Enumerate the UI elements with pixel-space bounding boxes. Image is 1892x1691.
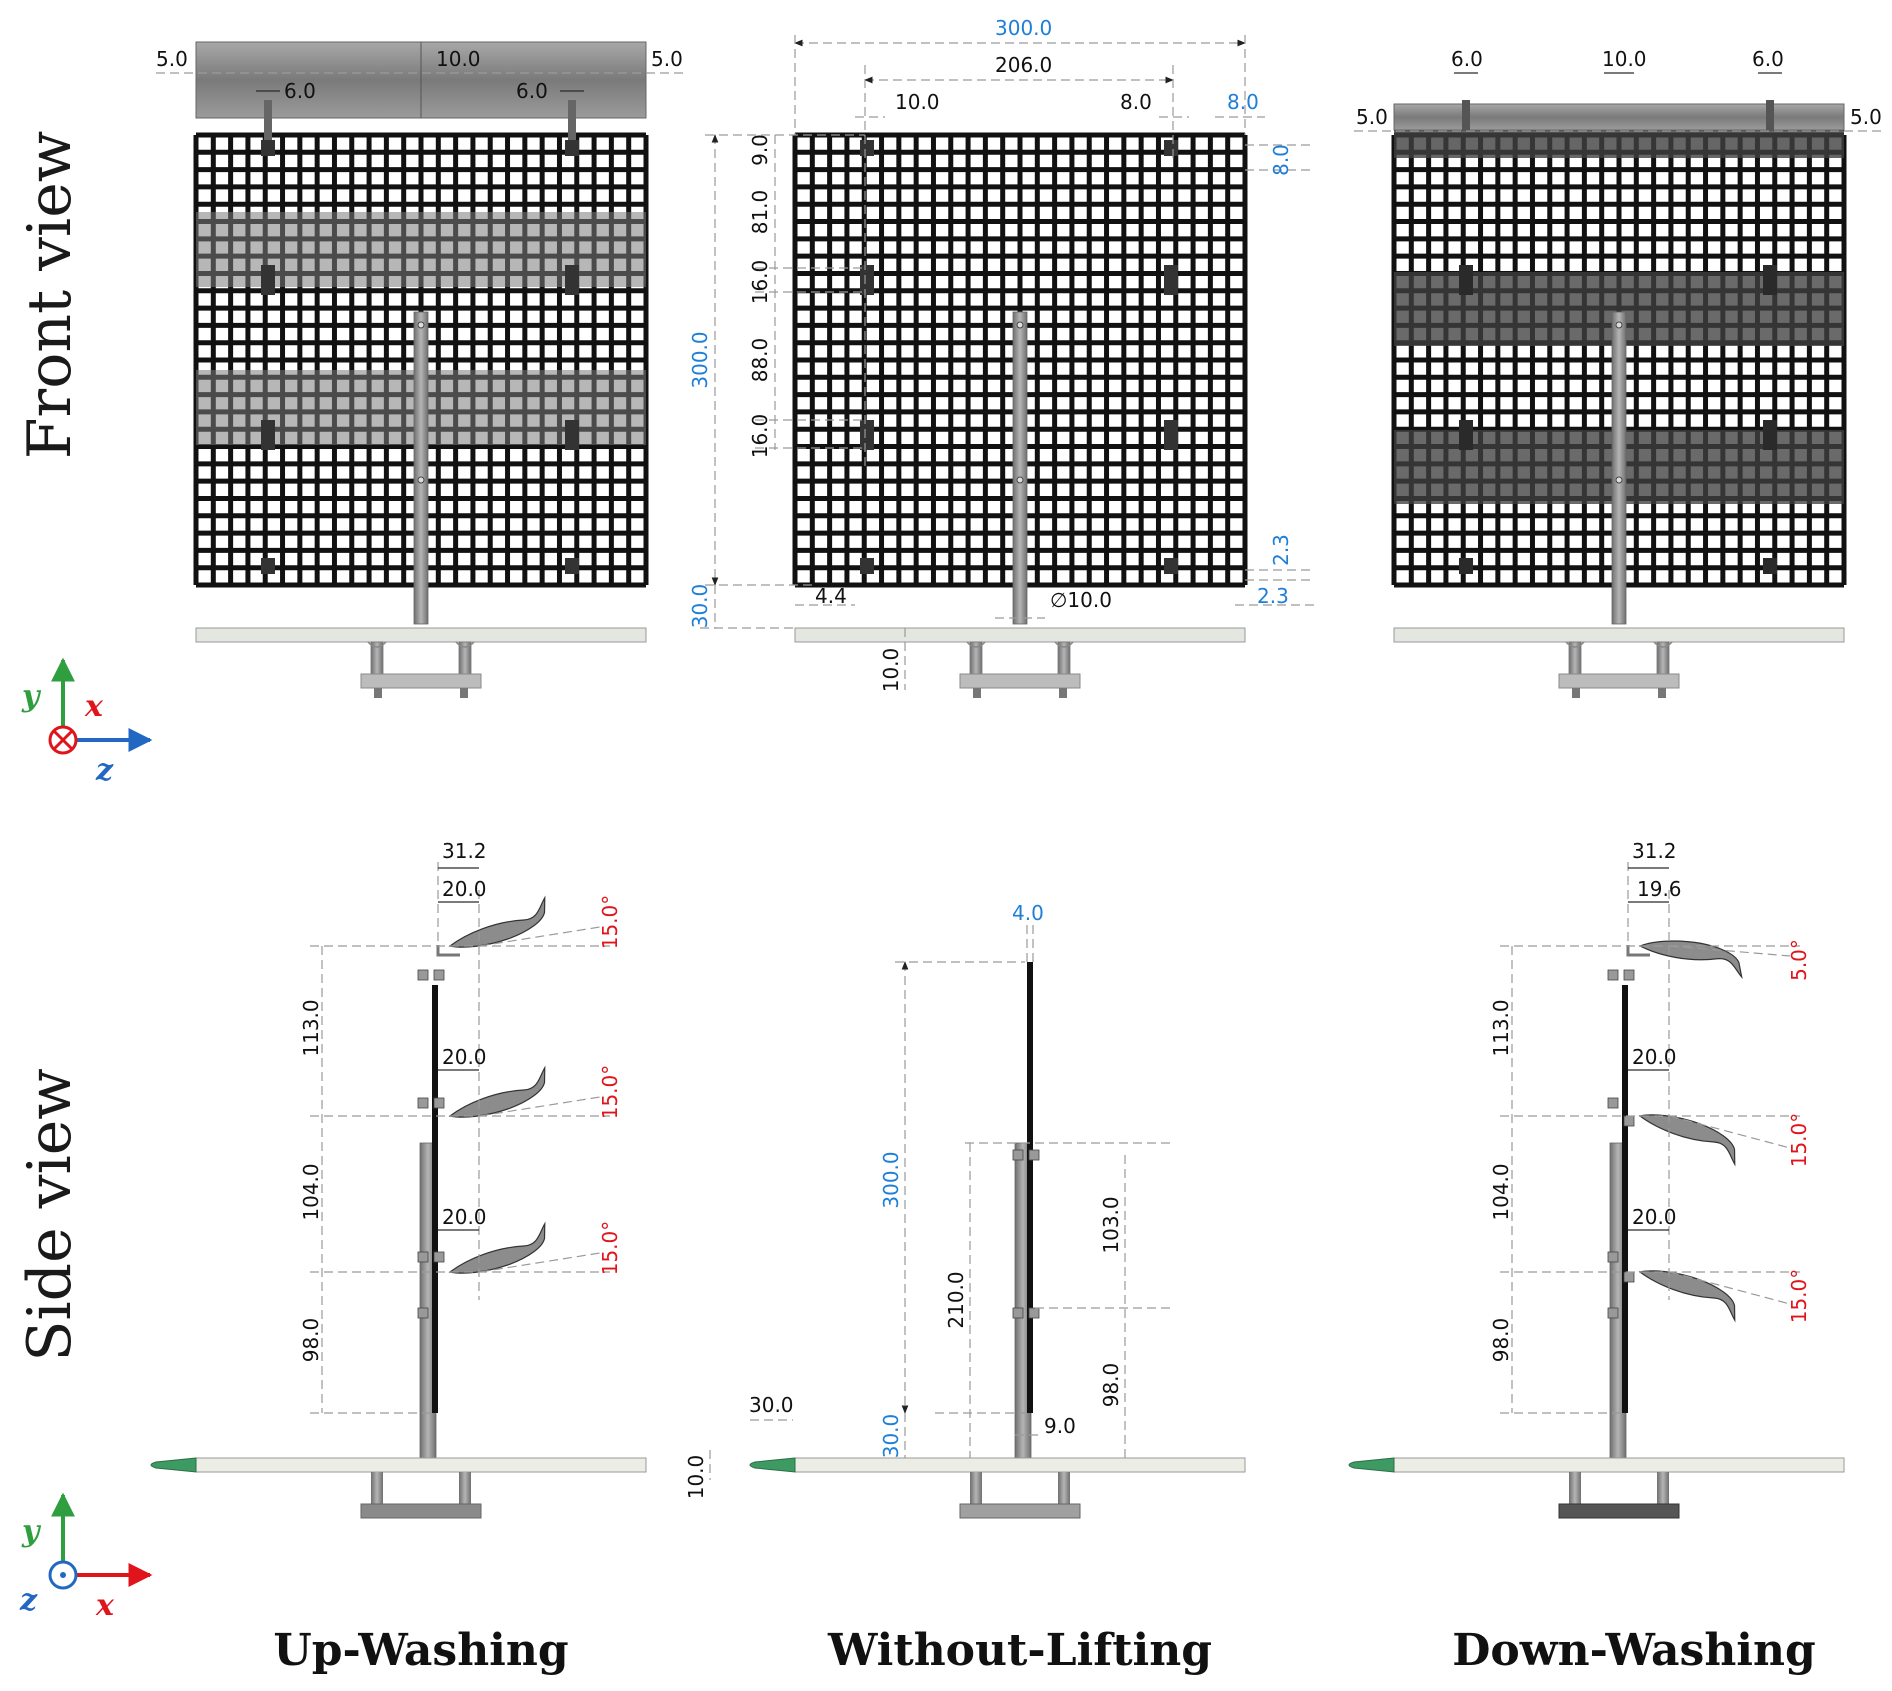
dim-label: 9.0 [1044, 1414, 1076, 1438]
dim-label: 6.0 [1451, 47, 1483, 71]
dim-label: 4.4 [815, 584, 847, 608]
dim-label: 10.0 [895, 90, 940, 114]
dim-label: 6.0 [516, 79, 548, 103]
dim-label: 8.0 [1227, 90, 1259, 114]
dim-label: 9.0 [748, 134, 772, 166]
dim-label: 5.0 [156, 47, 188, 71]
angle-label: 15.0° [598, 1221, 622, 1276]
dim-label: 10.0 [684, 1455, 708, 1500]
dim-label: 31.2 [442, 839, 487, 863]
axis-triad-side: y z x [19, 1492, 153, 1623]
angle-label: 15.0° [1787, 1269, 1811, 1324]
wing-top-bar [1393, 103, 1845, 131]
side-view-without-lifting: 4.0 300.0 210.0 103.0 98.0 30.0 9.0 30.0… [684, 901, 1175, 1499]
wing-profile [1637, 936, 1745, 978]
dim-label: 104.0 [1489, 1163, 1513, 1220]
angle-label: 15.0° [1787, 1113, 1811, 1168]
center-post [1611, 311, 1627, 625]
axis-label-x: x [95, 1588, 115, 1623]
dim-label: 20.0 [442, 1205, 487, 1229]
dim-label: 113.0 [1489, 999, 1513, 1056]
dim-label: 81.0 [748, 190, 772, 235]
dim-label: 16.0 [748, 414, 772, 459]
wing-band [1394, 130, 1844, 158]
dim-label: 300.0 [879, 1151, 903, 1208]
dim-label: 4.0 [1012, 901, 1044, 925]
dim-label: 104.0 [299, 1163, 323, 1220]
axis-label-x: x [84, 689, 104, 724]
center-post [413, 311, 429, 625]
front-view-without-lifting: 300.0 206.0 10.0 8.0 8.0 9.0 81.0 16.0 8… [688, 16, 1315, 699]
caption-without-lifting: Without-Lifting [827, 1625, 1212, 1676]
dim-label: 113.0 [299, 999, 323, 1056]
angle-label: 15.0° [598, 895, 622, 950]
dim-label: 98.0 [299, 1318, 323, 1363]
dim-label: 8.0 [1269, 144, 1293, 176]
dim-label: 5.0 [1850, 105, 1882, 129]
dim-label: 30.0 [749, 1393, 794, 1417]
dim-label: 300.0 [688, 331, 712, 388]
dim-label: 8.0 [1120, 90, 1152, 114]
dim-label: 20.0 [442, 1045, 487, 1069]
front-view-label: Front view [15, 131, 85, 459]
side-stand-up [150, 1457, 647, 1519]
angle-label: 5.0° [1787, 939, 1811, 981]
side-view-up-washing: 31.2 20.0 20.0 20.0 15.0° 15.0° 15.0° 11… [299, 839, 622, 1469]
dim-label: 10.0 [436, 47, 481, 71]
dim-label: 5.0 [1356, 105, 1388, 129]
dim-label: 20.0 [1632, 1045, 1677, 1069]
dim-label: 206.0 [995, 53, 1052, 77]
front-view-down-washing: 6.0 10.0 6.0 5.0 5.0 [1354, 47, 1884, 699]
dim-label: 2.3 [1257, 584, 1289, 608]
dim-label: 31.2 [1632, 839, 1677, 863]
dim-label: 210.0 [944, 1271, 968, 1328]
axis-triad-front: y x z [21, 657, 153, 788]
front-view-up-washing: 5.0 10.0 5.0 6.0 6.0 [156, 41, 686, 699]
axis-label-z: z [95, 753, 114, 788]
dim-label: 20.0 [1632, 1205, 1677, 1229]
dim-label: 30.0 [688, 584, 712, 629]
dim-label: 16.0 [748, 260, 772, 305]
dim-label: 20.0 [442, 877, 487, 901]
axis-label-z: z [19, 1583, 38, 1618]
dim-label: 300.0 [995, 16, 1052, 40]
dim-label: 6.0 [284, 79, 316, 103]
side-stand-mid [749, 1457, 1246, 1519]
dim-label: 30.0 [879, 1414, 903, 1459]
center-post [1012, 311, 1028, 625]
dim-label: 98.0 [1489, 1318, 1513, 1363]
dim-label: ∅10.0 [1050, 588, 1112, 612]
axis-label-y: y [21, 1514, 42, 1549]
axis-label-y: y [21, 679, 42, 714]
side-view-label: Side view [15, 1068, 85, 1361]
dim-label: 88.0 [748, 338, 772, 383]
side-view-down-washing: 31.2 19.6 20.0 20.0 5.0° 15.0° 15.0° 113… [1489, 839, 1811, 1469]
dim-label: 5.0 [651, 47, 683, 71]
side-stand-down [1348, 1457, 1845, 1519]
dim-label: 10.0 [1602, 47, 1647, 71]
angle-label: 15.0° [598, 1065, 622, 1120]
dim-label: 2.3 [1269, 534, 1293, 566]
caption-down-washing: Down-Washing [1452, 1625, 1816, 1676]
dim-label: 10.0 [879, 648, 903, 693]
dim-label: 98.0 [1099, 1363, 1123, 1408]
caption-up-washing: Up-Washing [273, 1625, 568, 1676]
dim-label: 103.0 [1099, 1196, 1123, 1253]
dim-label: 6.0 [1752, 47, 1784, 71]
dim-label: 19.6 [1637, 877, 1682, 901]
